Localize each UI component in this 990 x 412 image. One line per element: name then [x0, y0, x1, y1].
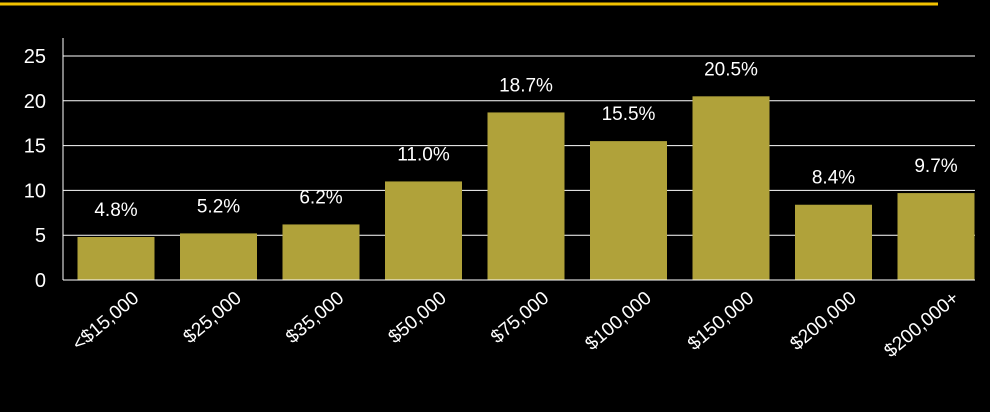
x-category-label: $50,000	[385, 288, 451, 348]
data-label: 11.0%	[397, 144, 450, 165]
bar	[795, 204, 872, 280]
data-label: 4.8%	[94, 200, 137, 221]
bar	[897, 193, 975, 280]
data-label: 18.7%	[499, 75, 553, 96]
bars	[77, 96, 975, 280]
bar	[77, 236, 155, 280]
x-category-label: $75,000	[487, 288, 553, 348]
y-tick-label: 10	[24, 180, 46, 202]
data-label: 8.4%	[812, 168, 855, 189]
y-tick-label: 25	[24, 46, 46, 68]
data-label: 15.5%	[602, 104, 656, 125]
bar	[385, 181, 462, 280]
bar	[282, 224, 360, 280]
y-tick-label: 15	[24, 136, 46, 158]
y-tick-label: 5	[35, 225, 46, 247]
x-category-label: $200,000	[787, 288, 861, 355]
bar	[692, 96, 770, 280]
x-category-label: $150,000	[684, 288, 758, 355]
data-label: 20.5%	[704, 59, 758, 80]
data-label: 6.2%	[299, 187, 342, 208]
x-category-label: $35,000	[282, 288, 348, 348]
y-tick-label: 20	[24, 91, 46, 113]
y-axis-ticks: 0 5 10 15 20 25	[24, 46, 46, 292]
x-category-label: $200,000+	[881, 288, 964, 362]
data-label: 5.2%	[197, 196, 240, 217]
bar	[180, 233, 257, 280]
bar	[590, 141, 667, 280]
data-labels: 4.8% 5.2% 6.2% 11.0% 18.7% 15.5% 20.5% 8.4% 9.7%	[94, 59, 957, 221]
x-category-label: <$15,000	[69, 288, 144, 355]
x-category-label: $25,000	[180, 288, 246, 348]
y-tick-label: 0	[35, 270, 46, 292]
data-label: 9.7%	[914, 156, 957, 177]
bar	[487, 112, 565, 280]
x-category-label: $100,000	[582, 288, 656, 355]
x-axis-labels: <$15,000 $25,000 $35,000 $50,000 $75,000 $100…	[69, 288, 964, 362]
